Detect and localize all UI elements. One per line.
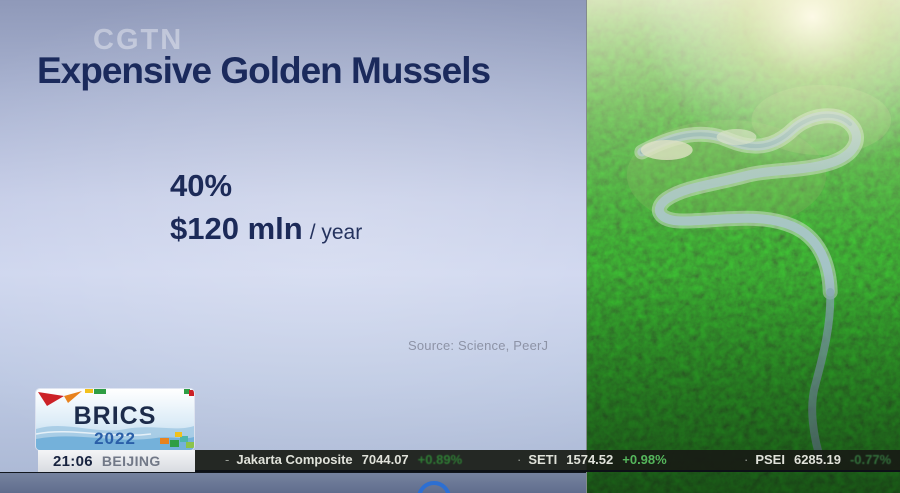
quote-value: 6285.19	[793, 452, 841, 467]
ticker-quote-jakarta: - Jakarta Composite 7044.07 +0.89%	[225, 450, 462, 470]
forest-river-photo	[586, 0, 900, 493]
ticker-quote-psei: · PSEI 6285.19 -0.77%	[744, 450, 891, 470]
quote-value: 1574.52	[566, 452, 614, 467]
time-location-box: 21:06 BEIJING	[38, 450, 195, 472]
cgtn-watermark: CGTN	[93, 24, 184, 56]
quote-name: PSEI	[755, 452, 785, 467]
source-note: Source: Science, PeerJ	[408, 338, 549, 353]
brics-badge-year: 2022	[94, 429, 136, 448]
quote-change: +0.98%	[622, 452, 667, 467]
quote-value: 7044.07	[361, 452, 409, 467]
stat-amount-suffix: / year	[309, 221, 363, 244]
stat-amount: $120 mln / year	[170, 211, 362, 247]
brics-2022-badge: BRICS 2022	[36, 389, 194, 450]
quote-change: +0.89%	[417, 452, 463, 467]
city-label: BEIJING	[101, 453, 161, 469]
stats-block: 40% $120 mln / year	[170, 168, 362, 247]
market-ticker: - Jakarta Composite 7044.07 +0.89% · SETI 157…	[195, 450, 900, 472]
quote-bullet: -	[225, 452, 230, 467]
quote-name: SETI	[528, 452, 558, 467]
quote-change: -0.77%	[849, 452, 892, 467]
headline: Expensive Golden Mussels	[37, 50, 491, 91]
brics-badge-title: BRICS	[74, 402, 157, 430]
quote-bullet: ·	[517, 452, 522, 467]
stat-amount-value: $120 mln	[170, 211, 303, 246]
stat-percent: 40%	[170, 168, 233, 203]
quote-name: Jakarta Composite	[236, 452, 353, 467]
quote-bullet: ·	[744, 452, 749, 467]
bottom-strip	[0, 472, 586, 493]
ticker-quote-seti: · SETI 1574.52 +0.98%	[517, 450, 667, 470]
clock-time: 21:06	[53, 452, 93, 470]
